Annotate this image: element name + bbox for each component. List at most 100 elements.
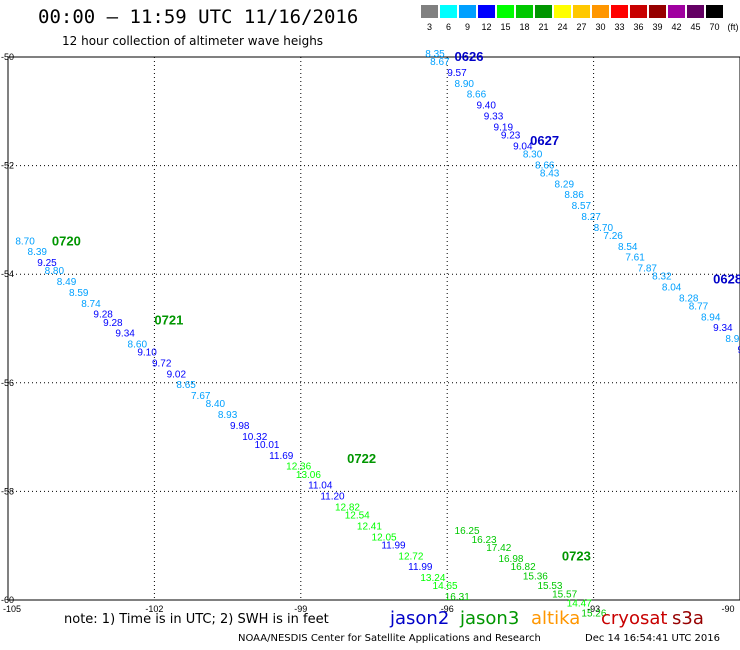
colorbar-cell bbox=[706, 5, 723, 18]
legend-jason2: jason2 bbox=[390, 608, 450, 629]
swh-point: 9.19 bbox=[494, 122, 514, 133]
swh-point: 15.53 bbox=[537, 581, 562, 592]
swh-point: 16.31 bbox=[445, 592, 470, 603]
swh-point: 9.34 bbox=[115, 329, 135, 340]
swh-point: 8.27 bbox=[581, 212, 601, 223]
swh-point: 12.54 bbox=[345, 511, 370, 522]
swh-point: 9.25 bbox=[37, 258, 57, 269]
swh-point: 8.74 bbox=[81, 299, 101, 310]
swh-point: 11.69 bbox=[269, 451, 294, 462]
swh-point: 10.01 bbox=[254, 440, 279, 451]
swh-point: 8.70 bbox=[594, 223, 614, 234]
swh-point: 16.98 bbox=[498, 554, 523, 565]
swh-point: 16.25 bbox=[455, 526, 480, 537]
colorbar-label: 30 bbox=[595, 22, 606, 32]
swh-point: 16.82 bbox=[511, 562, 536, 573]
chart-subtitle: 12 hour collection of altimeter wave hei… bbox=[62, 34, 324, 48]
swh-point: 13.06 bbox=[296, 470, 321, 481]
swh-point: 8.67 bbox=[430, 57, 450, 68]
swh-point: 8.49 bbox=[57, 277, 77, 288]
colorbar-label: 45 bbox=[690, 22, 701, 32]
colorbar-label: 3 bbox=[426, 22, 432, 32]
colorbar-label: 42 bbox=[671, 22, 682, 32]
swh-point: 7.26 bbox=[603, 231, 623, 242]
time-labels: 0626 0627 0628 0720 0721 0722 0723 bbox=[52, 49, 740, 564]
swh-point: 9.34 bbox=[713, 323, 733, 334]
footer-timestamp: Dec 14 16:54:41 UTC 2016 bbox=[585, 633, 720, 644]
time-label: 0628 bbox=[713, 272, 740, 287]
x-tick-label: -102 bbox=[145, 604, 163, 614]
chart-title: 00:00 – 11:59 UTC 11/16/2016 bbox=[38, 6, 359, 28]
y-tick-label: -50 bbox=[1, 52, 14, 62]
swh-point: 8.86 bbox=[564, 190, 584, 201]
swh-point: 9.10 bbox=[137, 348, 157, 359]
swh-point: 16.23 bbox=[472, 535, 497, 546]
swh-point: 13.24 bbox=[420, 573, 445, 584]
colorbar-label: 70 bbox=[709, 22, 720, 32]
x-tick-label: -99 bbox=[294, 604, 307, 614]
swh-point: 14.47 bbox=[567, 599, 592, 610]
swh-point: 8.94 bbox=[701, 312, 721, 323]
swh-point: 9.98 bbox=[230, 421, 250, 432]
swh-point: 8.66 bbox=[535, 160, 555, 171]
y-tick-label: -56 bbox=[1, 378, 14, 388]
swh-point: 15.36 bbox=[523, 571, 548, 582]
swh-point: 9.28 bbox=[103, 318, 123, 329]
swh-point: 9.40 bbox=[476, 101, 496, 112]
swh-point: 8.39 bbox=[28, 247, 48, 258]
swh-point: 9.57 bbox=[447, 68, 467, 79]
legend-altika: altika bbox=[531, 608, 581, 629]
legend-cryosat: cryosat bbox=[601, 608, 668, 629]
colorbar-cell bbox=[535, 5, 552, 18]
swh-point: 12.05 bbox=[372, 532, 397, 543]
swh-point: 10.32 bbox=[242, 432, 267, 443]
swh-point: 11.20 bbox=[320, 492, 345, 503]
swh-point: 8.40 bbox=[206, 399, 226, 410]
swh-point: 9.04 bbox=[513, 141, 533, 152]
swh-point: 8.32 bbox=[652, 272, 672, 283]
gridlines bbox=[7, 56, 740, 601]
colorbar-cell bbox=[478, 5, 495, 18]
swh-point: 7.87 bbox=[638, 263, 658, 274]
time-label: 0721 bbox=[154, 312, 183, 327]
y-tick-label: -52 bbox=[1, 161, 14, 171]
time-label: 0627 bbox=[530, 133, 559, 148]
colorbar-label: 33 bbox=[614, 22, 625, 32]
swh-point: 12.72 bbox=[398, 551, 423, 562]
swh-point: 8.70 bbox=[15, 236, 35, 247]
swh-point: 8.57 bbox=[572, 201, 592, 212]
swh-point: 7.67 bbox=[191, 391, 211, 402]
swh-point: 8.66 bbox=[467, 90, 487, 101]
swh-point: 9.33 bbox=[484, 111, 504, 122]
swh-point: 11.99 bbox=[408, 562, 433, 573]
swh-point: 8.77 bbox=[689, 301, 709, 312]
time-label: 0723 bbox=[562, 549, 591, 564]
swh-point: 15.57 bbox=[552, 589, 577, 600]
swh-point: 12.41 bbox=[357, 521, 382, 532]
swh-point: 8.35 bbox=[425, 49, 445, 60]
colorbar-cell bbox=[611, 5, 628, 18]
x-tick-label: -93 bbox=[587, 604, 600, 614]
swh-point: 8.93 bbox=[218, 410, 238, 421]
swh-point: 9.02 bbox=[167, 369, 187, 380]
swh-point: 8.59 bbox=[69, 288, 89, 299]
colorbar-cell bbox=[573, 5, 590, 18]
swh-point: 8.80 bbox=[45, 266, 65, 277]
swh-point: 8.60 bbox=[128, 340, 148, 351]
swh-point: 8.65 bbox=[176, 380, 196, 391]
swh-point: 17.42 bbox=[486, 543, 511, 554]
swh-point: 9.28 bbox=[93, 310, 113, 321]
colorbar-cell bbox=[668, 5, 685, 18]
colorbar-cell bbox=[516, 5, 533, 18]
swh-point: 8.04 bbox=[662, 282, 682, 293]
colorbar-cell bbox=[649, 5, 666, 18]
swh-point: 11.99 bbox=[381, 540, 406, 551]
colorbar-cell bbox=[554, 5, 571, 18]
colorbar-cell bbox=[687, 5, 704, 18]
swh-point: 8.28 bbox=[679, 293, 699, 304]
colorbar-label: 39 bbox=[652, 22, 663, 32]
colorbar-unit: (ft) bbox=[727, 22, 739, 32]
colorbar-label: 24 bbox=[557, 22, 568, 32]
swh-point: 12.82 bbox=[335, 502, 360, 513]
